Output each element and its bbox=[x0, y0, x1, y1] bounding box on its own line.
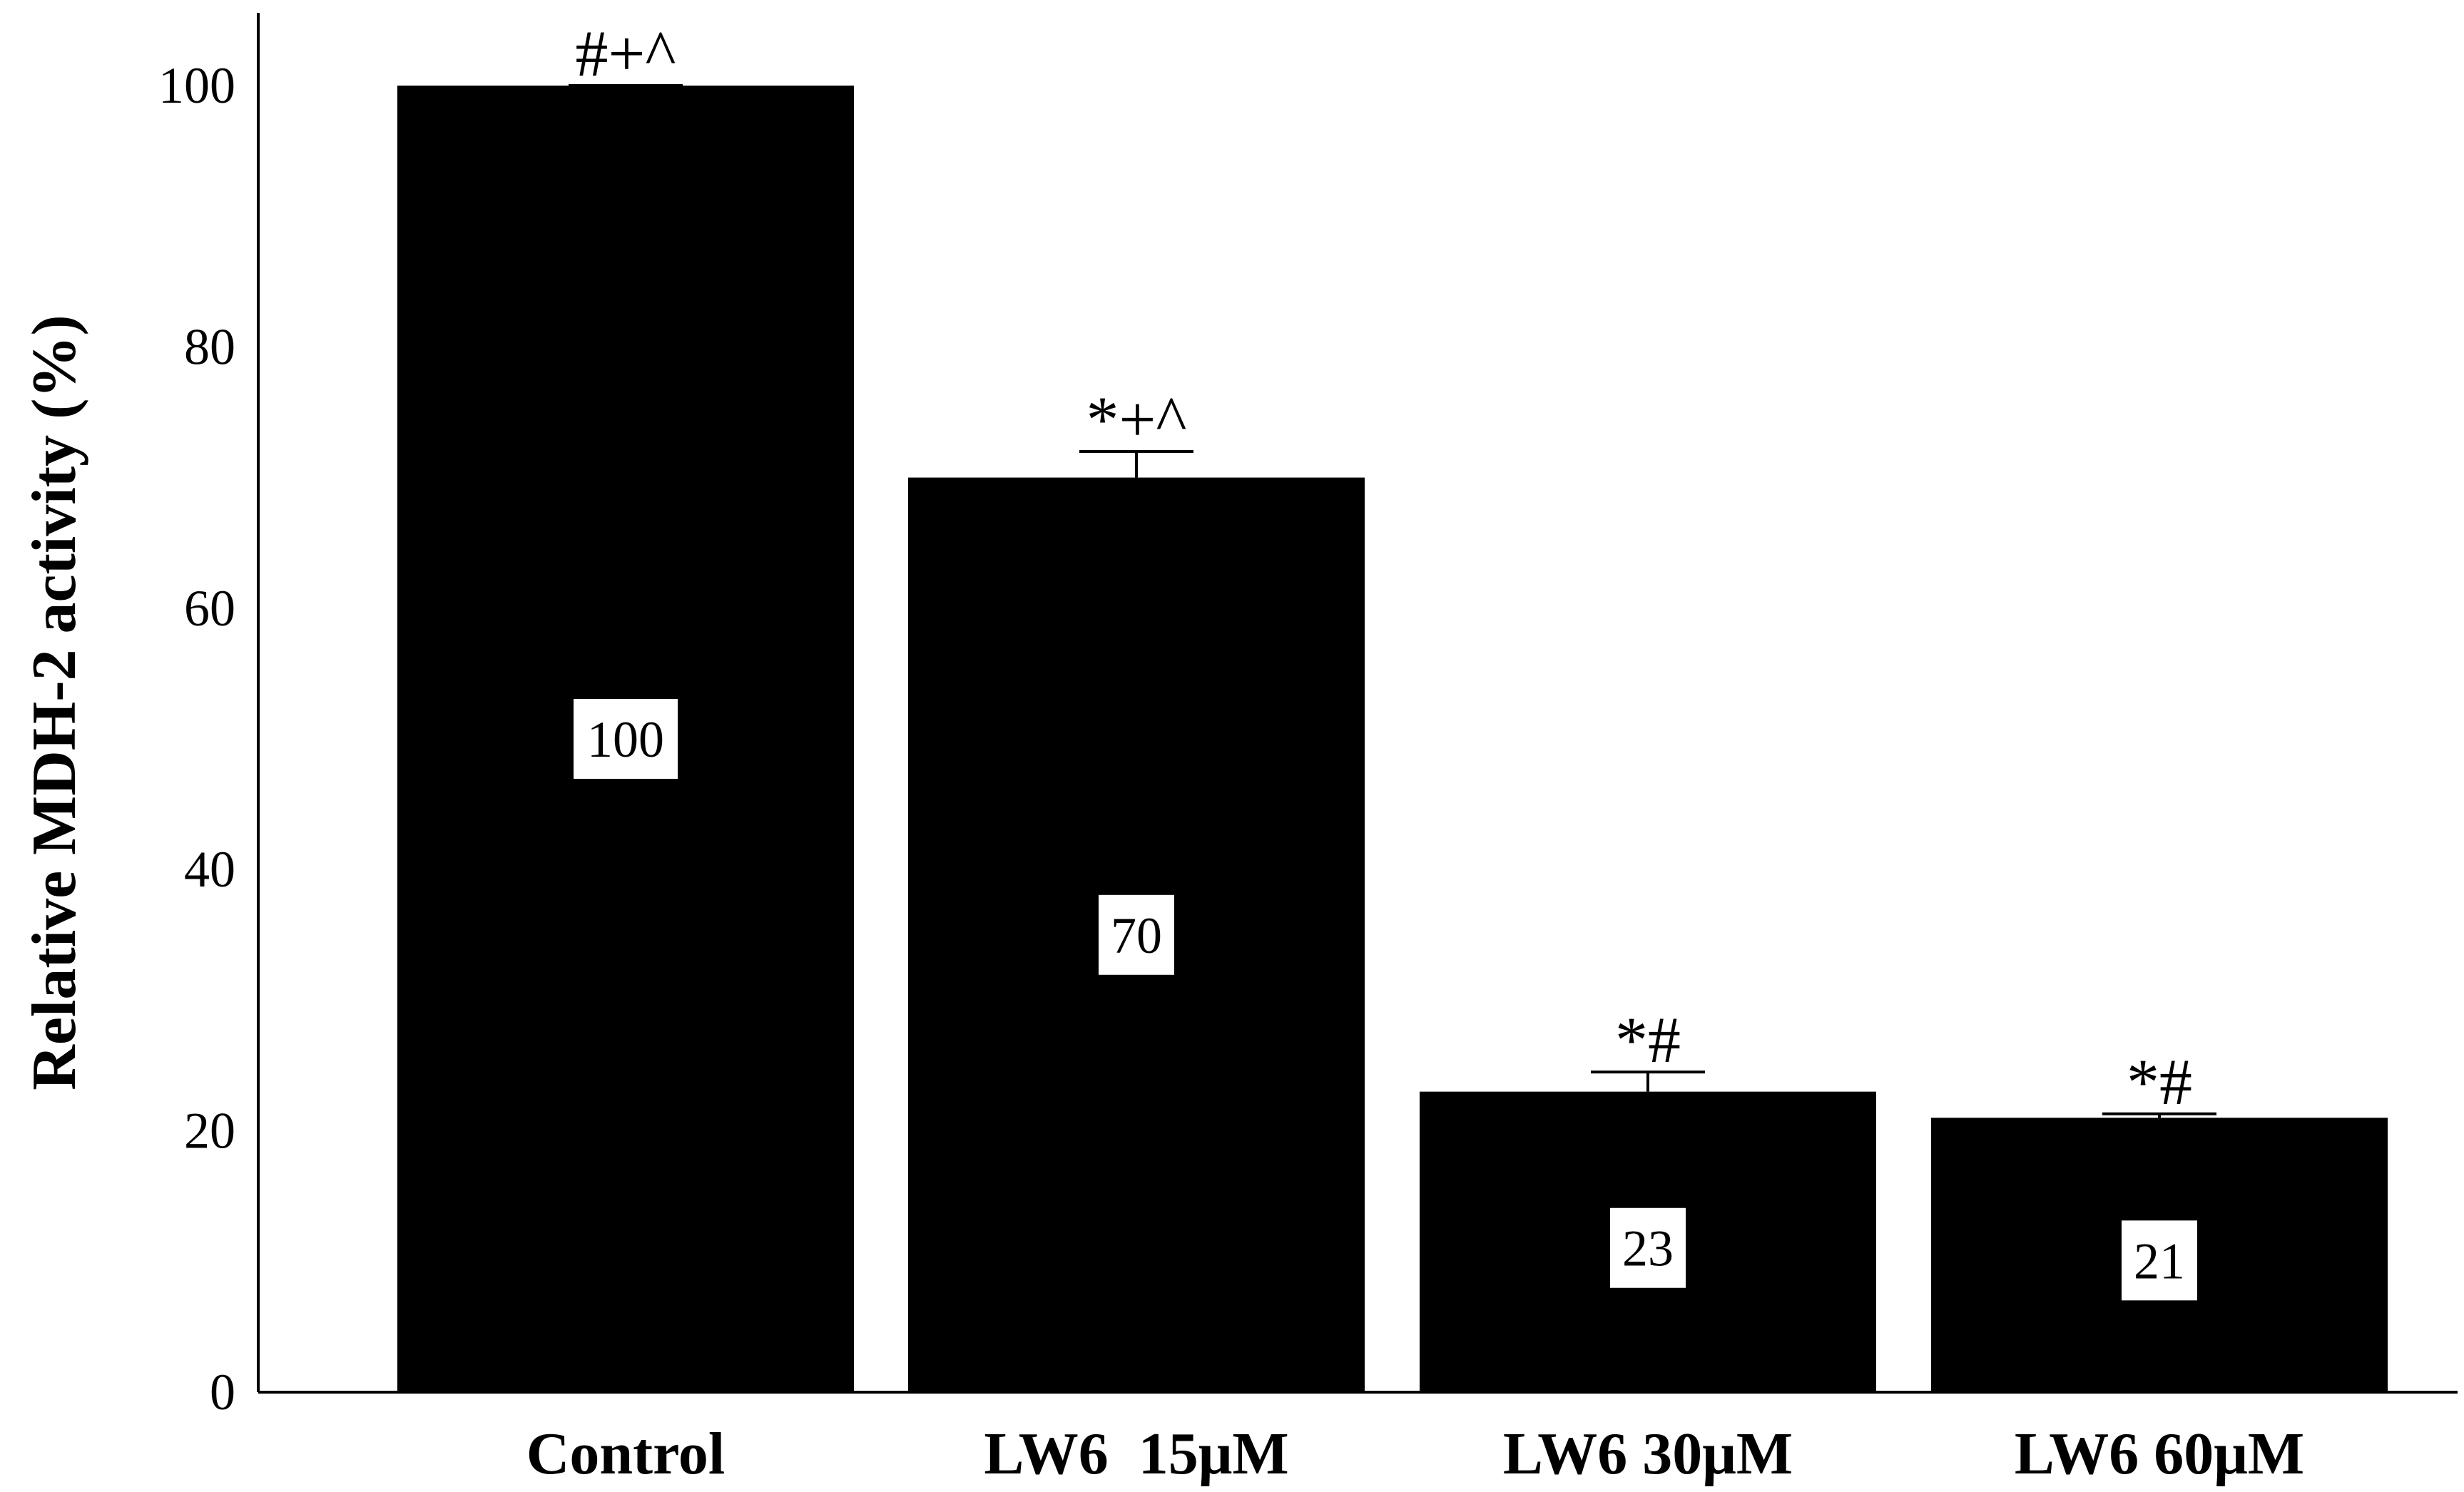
y-tick-label: 20 bbox=[184, 1103, 235, 1160]
bars-layer: #+^ 100 *+^ 70 *# 23 *# 21 bbox=[397, 17, 2388, 1392]
y-tick-label: 100 bbox=[158, 57, 235, 114]
data-label: 100 bbox=[587, 711, 664, 768]
data-label-box bbox=[1610, 1207, 1686, 1288]
significance-label: #+^ bbox=[575, 17, 676, 90]
data-label-box bbox=[574, 699, 678, 779]
y-tick-label: 80 bbox=[184, 318, 235, 375]
data-label-box bbox=[1099, 894, 1174, 975]
x-category-label: LW6 30μM bbox=[1503, 1421, 1793, 1487]
data-label: 21 bbox=[2134, 1232, 2185, 1289]
significance-label: *+^ bbox=[1086, 383, 1186, 456]
data-label-box bbox=[2122, 1220, 2197, 1301]
y-tick-label: 0 bbox=[210, 1364, 235, 1421]
x-category-label: Control bbox=[526, 1421, 725, 1487]
y-axis-title: Relative MDH-2 activity (%) bbox=[20, 315, 89, 1090]
data-label: 70 bbox=[1111, 907, 1162, 964]
significance-label: *# bbox=[2127, 1046, 2192, 1118]
x-category-label: LW6 60μM bbox=[2015, 1421, 2304, 1487]
axes-layer: 0 20 40 60 80 100 Control LW6 15μM LW6 30μM LW6 6… bbox=[158, 13, 2458, 1487]
y-tick-label: 60 bbox=[184, 580, 235, 637]
data-label: 23 bbox=[1622, 1220, 1674, 1277]
y-tick-label: 40 bbox=[184, 841, 235, 898]
x-category-label: LW6 15μM bbox=[984, 1421, 1288, 1487]
significance-label: *# bbox=[1615, 1003, 1681, 1076]
